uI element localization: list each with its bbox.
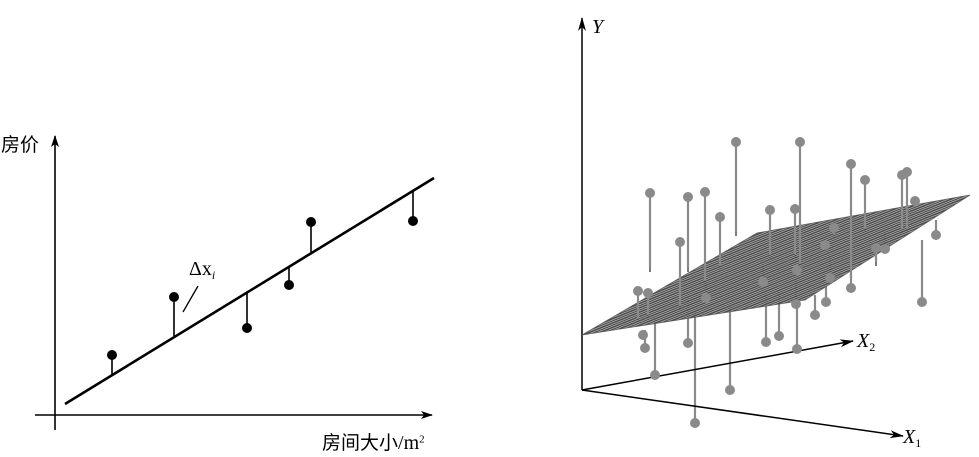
data-point-3d: [725, 385, 735, 395]
data-point-3d: [701, 293, 711, 303]
y-axis-label-3d: Y: [592, 16, 604, 38]
residual-label-text: Δx: [189, 258, 212, 280]
stems-below-plane: [637, 206, 938, 423]
data-point-3d: [846, 159, 856, 169]
data-point-3d: [810, 310, 820, 320]
x-axis-unit-sup: 2: [419, 433, 425, 446]
data-point-3d: [683, 192, 693, 202]
data-point-3d: [795, 137, 805, 147]
data-point-3d: [791, 299, 801, 309]
data-points-3d: [633, 137, 941, 428]
residual-label-sub: i: [211, 268, 216, 283]
data-point-3d: [820, 240, 830, 250]
data-point-3d: [700, 187, 710, 197]
x1-axis-label-3d: X1: [903, 426, 921, 451]
data-point-3d: [846, 283, 856, 293]
data-point-3d: [790, 204, 800, 214]
data-point-3d: [825, 273, 835, 283]
data-point-3d: [633, 286, 643, 296]
data-point-3d: [761, 337, 771, 347]
data-point-3d: [821, 297, 831, 307]
data-point: [242, 323, 252, 333]
data-point-3d: [765, 205, 775, 215]
data-point-3d: [643, 288, 653, 298]
residual-label: Δxi: [189, 258, 215, 283]
data-point-3d: [910, 196, 920, 206]
data-point-3d: [917, 297, 927, 307]
data-point: [284, 280, 294, 290]
y-axis-label: 房价: [1, 134, 40, 156]
data-point-3d: [731, 137, 741, 147]
x1-axis-3d: [581, 389, 904, 439]
x2-axis-label-text: X: [857, 330, 870, 352]
x-axis-unit: /m: [398, 432, 420, 454]
data-point-3d: [690, 418, 700, 428]
data-point-3d: [640, 343, 650, 353]
data-point-3d: [638, 330, 648, 340]
fit-line: [64, 176, 435, 406]
x1-axis-label-text: X: [903, 426, 916, 448]
x2-axis-sub: 2: [869, 340, 876, 355]
data-point-3d: [897, 170, 907, 180]
data-point: [408, 216, 418, 226]
data-point-3d: [931, 230, 941, 240]
data-point-3d: [774, 331, 784, 341]
data-point-3d: [683, 338, 693, 348]
data-point-3d: [645, 188, 655, 198]
data-point-3d: [871, 243, 881, 253]
regression-plane: [581, 194, 971, 336]
left-regression-diagram: [35, 135, 435, 430]
data-point-3d: [880, 244, 890, 254]
data-points-group: [107, 190, 418, 376]
x1-axis-sub: 1: [915, 436, 922, 451]
residual-leader-line: [182, 285, 199, 313]
data-point-3d: [675, 237, 685, 247]
x2-axis-3d: [581, 339, 854, 391]
data-point: [169, 292, 179, 302]
x2-axis-label-3d: X2: [857, 330, 875, 355]
data-point-3d: [829, 223, 839, 233]
stems-above-plane: [636, 142, 917, 318]
data-point-3d: [902, 167, 912, 177]
data-point-3d: [715, 212, 725, 222]
fit-line-group: [64, 176, 435, 406]
data-point-3d: [792, 265, 802, 275]
data-point-3d: [650, 370, 660, 380]
data-point-3d: [860, 175, 870, 185]
x-axis-label: 房间大小/m2: [322, 428, 425, 455]
x-axis-label-text: 房间大小: [322, 432, 399, 454]
data-point-3d: [758, 277, 768, 287]
data-point-3d: [792, 344, 802, 354]
data-point: [306, 217, 316, 227]
data-point: [107, 350, 117, 360]
